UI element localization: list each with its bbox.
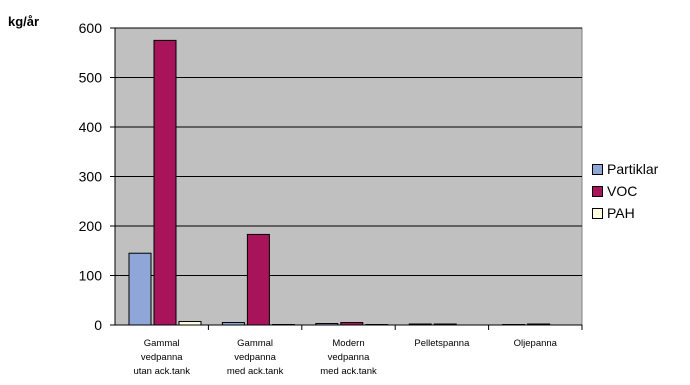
- y-tick-label: 0: [94, 317, 102, 333]
- y-tick-label: 600: [79, 20, 103, 36]
- legend-item-voc: VOC: [592, 180, 690, 202]
- legend-label-pah: PAH: [607, 205, 635, 221]
- y-tick-label: 500: [79, 70, 103, 86]
- y-axis-unit-label: kg/år: [8, 14, 40, 29]
- x-category-label: Oljepanna: [514, 338, 558, 349]
- bar-voc-0: [153, 39, 177, 326]
- y-tick-label: 100: [79, 268, 103, 284]
- x-category-label: Gammal: [237, 338, 273, 349]
- legend-swatch-voc: [592, 185, 603, 197]
- legend-label-voc: VOC: [607, 183, 638, 199]
- bar-voc-4: [527, 323, 551, 326]
- x-category-label: vedpanna: [328, 352, 370, 363]
- bar-voc-3: [433, 323, 457, 326]
- bar-voc-2: [340, 322, 364, 326]
- y-tick-label: 300: [79, 169, 103, 185]
- x-category-label: Gammal: [144, 338, 180, 349]
- x-category-label: utan ack.tank: [133, 366, 190, 377]
- x-category-label: vedpanna: [141, 352, 183, 363]
- x-category-label: Modern: [332, 338, 364, 349]
- x-category-label: med ack.tank: [227, 366, 284, 377]
- legend-label-partiklar: Partiklar: [607, 161, 659, 177]
- y-tick-label: 200: [79, 218, 103, 234]
- legend-swatch-pah: [592, 207, 603, 219]
- bar-partiklar-0: [128, 252, 152, 326]
- legend-swatch-partiklar: [592, 163, 603, 175]
- legend-item-partiklar: Partiklar: [592, 158, 690, 180]
- y-tick-label: 400: [79, 119, 103, 135]
- legend-item-pah: PAH: [592, 202, 690, 224]
- bar-partiklar-1: [221, 322, 245, 326]
- bar-voc-1: [246, 233, 270, 326]
- bar-partiklar-2: [315, 323, 339, 326]
- bar-partiklar-3: [408, 323, 432, 326]
- chart-legend: Partiklar VOC PAH: [592, 158, 690, 224]
- x-category-label: Pelletspanna: [414, 338, 470, 349]
- x-category-label: med ack.tank: [320, 366, 377, 377]
- bar-pah-0: [178, 321, 202, 326]
- x-category-label: vedpanna: [234, 352, 276, 363]
